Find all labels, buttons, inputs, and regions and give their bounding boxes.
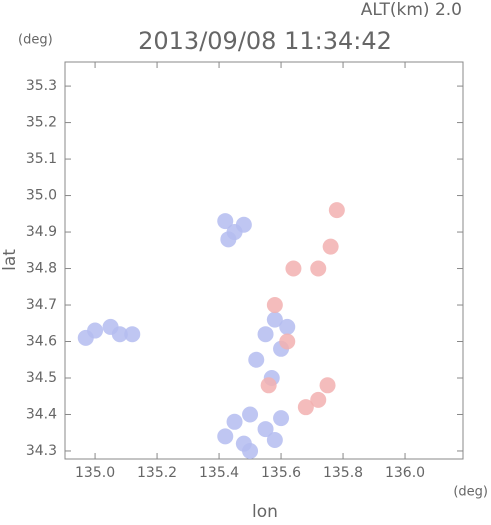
y-tick-label: 35.3 [26, 78, 57, 94]
point [285, 260, 302, 277]
point [248, 351, 265, 368]
y-unit: (deg) [18, 33, 53, 48]
point [279, 318, 296, 335]
x-tick-label: 135.0 [75, 465, 115, 481]
point [310, 260, 327, 277]
point [266, 297, 283, 314]
point [257, 421, 274, 438]
point [273, 410, 290, 427]
y-tick-label: 34.6 [26, 334, 57, 350]
point [257, 326, 274, 343]
point [226, 413, 243, 430]
y-tick-label: 34.5 [26, 370, 57, 386]
point [242, 442, 259, 459]
point [217, 428, 234, 445]
x-tick-label: 135.8 [323, 465, 363, 481]
point [260, 377, 277, 394]
point [217, 213, 234, 230]
y-axis-label: lat [0, 249, 20, 271]
point [279, 333, 296, 350]
x-tick-label: 135.2 [137, 465, 177, 481]
x-unit: (deg) [453, 485, 488, 500]
point [87, 322, 104, 339]
annotation: ALT(km) 2.0 [361, 0, 462, 20]
plot-frame [64, 61, 464, 460]
point [242, 406, 259, 423]
x-tick-label: 135.6 [261, 465, 301, 481]
point [328, 202, 345, 219]
x-axis-label: lon [252, 502, 278, 521]
point [319, 377, 336, 394]
chart-title: 2013/09/08 11:34:42 [138, 27, 392, 55]
point [266, 311, 283, 328]
y-tick-label: 34.3 [26, 443, 57, 459]
y-tick-label: 35.2 [26, 115, 57, 131]
point [297, 399, 314, 416]
point [111, 326, 128, 343]
y-tick-label: 34.7 [26, 297, 57, 313]
y-tick-label: 35.1 [26, 151, 57, 167]
y-tick-label: 34.4 [26, 406, 57, 422]
x-tick-label: 136.0 [385, 465, 425, 481]
y-tick-label: 34.9 [26, 224, 57, 240]
point [266, 432, 283, 449]
point [220, 231, 237, 248]
point [235, 216, 252, 233]
point [322, 238, 339, 255]
point [124, 326, 141, 343]
point [310, 391, 327, 408]
y-tick-label: 34.8 [26, 261, 57, 277]
x-tick-label: 135.4 [199, 465, 239, 481]
y-tick-label: 35.0 [26, 188, 57, 204]
